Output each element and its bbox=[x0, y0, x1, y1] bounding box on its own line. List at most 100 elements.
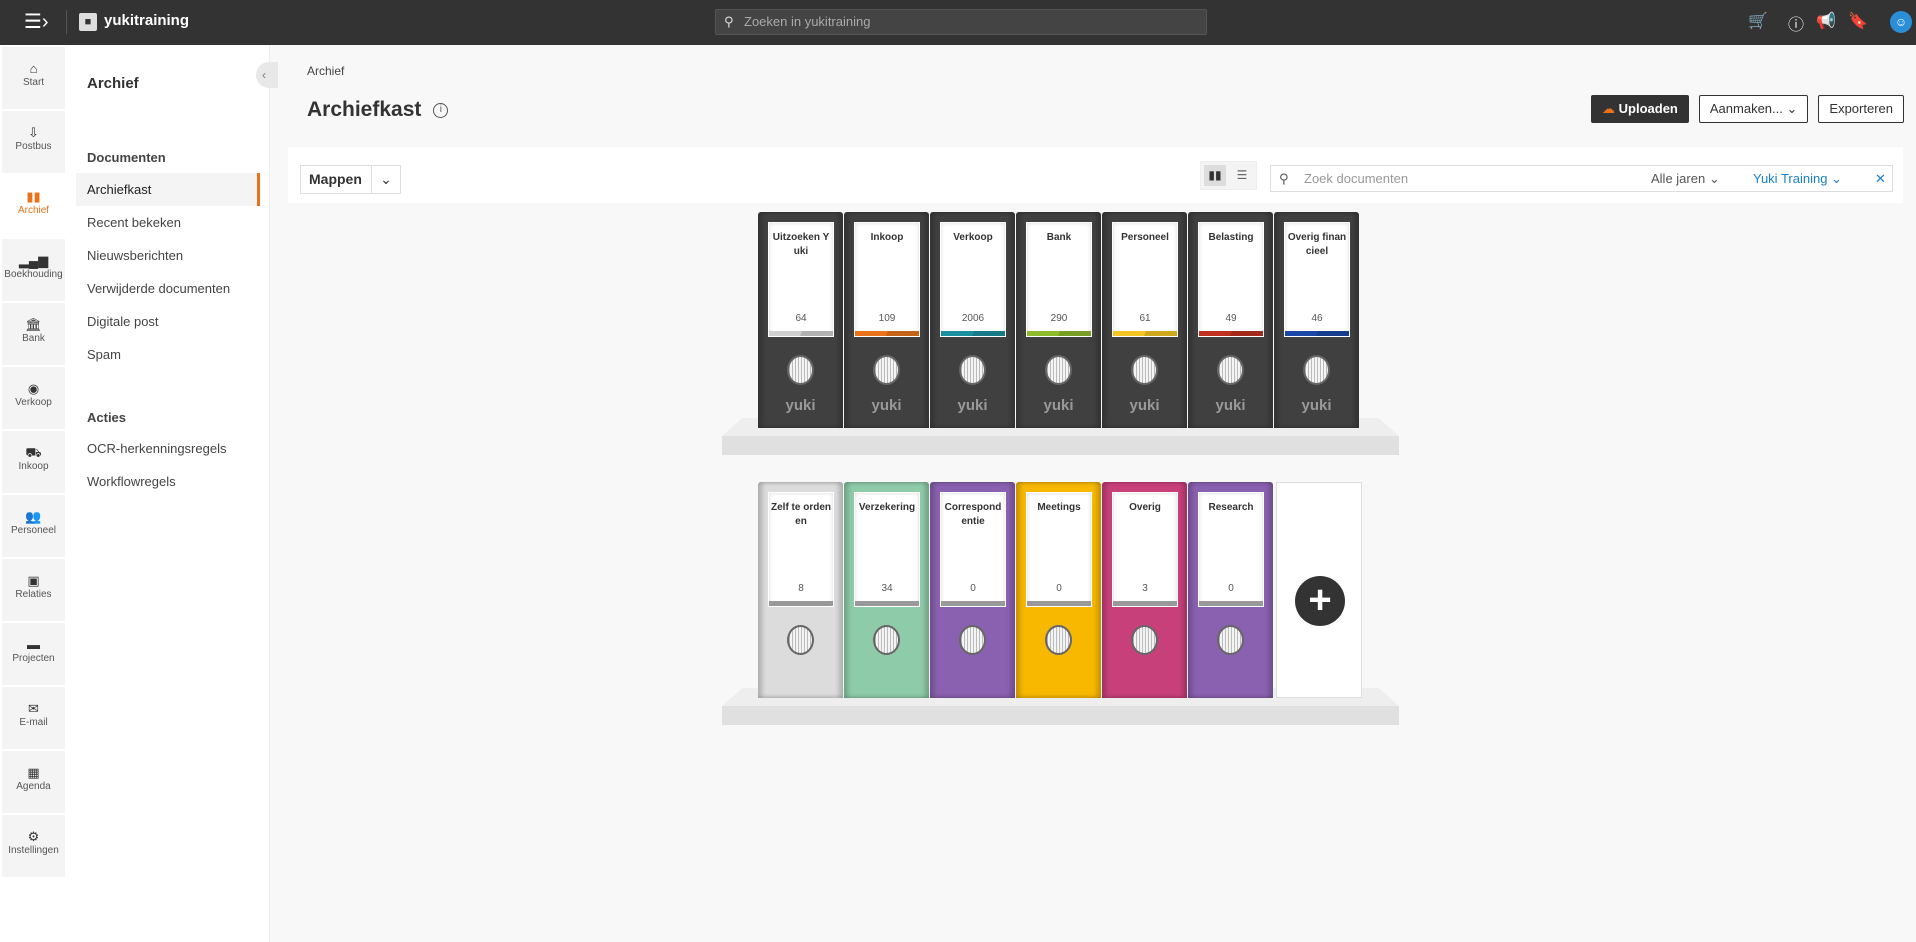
search-icon: ⚲ bbox=[724, 14, 734, 29]
nav-label: Relaties bbox=[15, 589, 52, 600]
cart-icon[interactable]: 🛒 bbox=[1748, 13, 1768, 30]
document-count: 109 bbox=[878, 313, 896, 324]
document-count: 46 bbox=[1311, 313, 1323, 324]
folder-binder[interactable]: Verzekering 34 bbox=[844, 482, 929, 698]
binder-ring-icon bbox=[1045, 355, 1072, 385]
nav-item-e-mail[interactable]: ✉ E-mail bbox=[2, 687, 65, 749]
clear-filter-icon[interactable]: ✕ bbox=[1875, 171, 1886, 186]
yuki-logo: yuki bbox=[1129, 397, 1160, 414]
binder-ring-icon bbox=[787, 625, 814, 655]
folder-binder[interactable]: Meetings 0 bbox=[1016, 482, 1101, 698]
view-select[interactable]: Mappen ⌄ bbox=[300, 165, 401, 194]
folder-binder[interactable]: Zelf te ordenen 8 bbox=[758, 482, 843, 698]
binder-label: Belasting 49 bbox=[1198, 222, 1264, 337]
folder-binder[interactable]: Uitzoeken Yuki 64 yuki bbox=[758, 212, 843, 428]
binder-label: Bank 290 bbox=[1026, 222, 1092, 337]
info-icon[interactable]: i bbox=[433, 102, 449, 118]
chevron-down-icon: ⌄ bbox=[371, 166, 400, 193]
folder-name: Research bbox=[1208, 502, 1254, 513]
document-count: 2006 bbox=[961, 313, 985, 324]
nav-item-boekhouding[interactable]: ▂▄▆ Boekhouding bbox=[2, 239, 65, 301]
color-strip bbox=[941, 601, 1005, 606]
folder-name: Verkoop bbox=[953, 232, 993, 243]
document-search-input[interactable]: ⚲ Zoek documenten Alle jaren ⌄ Yuki Trai… bbox=[1270, 165, 1893, 192]
nav-item-relaties[interactable]: ▣ Relaties bbox=[2, 559, 65, 621]
folder-name: Overig financieel bbox=[1287, 232, 1347, 257]
document-count: 64 bbox=[795, 313, 807, 324]
folder-icon: ▬ bbox=[27, 637, 40, 652]
breadcrumb[interactable]: Archief bbox=[307, 64, 345, 78]
inbox-icon: ⇩ bbox=[28, 125, 39, 140]
subnav-item[interactable]: Spam bbox=[87, 347, 121, 362]
binder-view-icon[interactable]: ▮▮ bbox=[1204, 165, 1226, 186]
folder-binder[interactable]: Research 0 bbox=[1188, 482, 1273, 698]
divider bbox=[66, 10, 67, 34]
binder-label: Personeel 61 bbox=[1112, 222, 1178, 337]
folder-binder[interactable]: Inkoop 109 yuki bbox=[844, 212, 929, 428]
nav-item-bank[interactable]: 🏛 Bank bbox=[2, 303, 65, 365]
binder-label: Correspondentie 0 bbox=[940, 492, 1006, 607]
section-documenten: Documenten bbox=[87, 150, 166, 165]
briefcase-icon: ■ bbox=[79, 13, 97, 31]
collapse-sidebar-button[interactable]: ‹ bbox=[256, 62, 278, 88]
document-count: 61 bbox=[1139, 313, 1151, 324]
binder-ring-icon bbox=[1217, 355, 1244, 385]
nav-label: Postbus bbox=[15, 141, 52, 152]
nav-label: Boekhouding bbox=[4, 269, 63, 280]
subnav-item[interactable]: Verwijderde documenten bbox=[87, 281, 231, 296]
nav-item-archief[interactable]: ▮▮ Archief bbox=[2, 175, 65, 237]
folder-binder[interactable]: Overig financieel 46 yuki bbox=[1274, 212, 1359, 428]
subnav-item[interactable]: Archiefkast bbox=[76, 173, 260, 206]
yuki-logo: yuki bbox=[1301, 397, 1332, 414]
subnav-item[interactable]: Digitale post bbox=[87, 314, 159, 329]
megaphone-icon[interactable]: 📢 bbox=[1816, 13, 1836, 30]
nav-item-start[interactable]: ⌂ Start bbox=[2, 47, 65, 109]
company-filter[interactable]: Yuki Training ⌄ bbox=[1753, 171, 1842, 186]
folder-binder[interactable]: Belasting 49 yuki bbox=[1188, 212, 1273, 428]
subnav-item[interactable]: Nieuwsberichten bbox=[87, 248, 184, 263]
org-name[interactable]: yukitraining bbox=[104, 12, 190, 29]
document-count: 0 bbox=[970, 583, 976, 594]
bookmark-icon[interactable]: 🔖 bbox=[1848, 13, 1868, 30]
nav-item-projecten[interactable]: ▬ Projecten bbox=[2, 623, 65, 685]
nav-item-postbus[interactable]: ⇩ Postbus bbox=[2, 111, 65, 173]
folder-name: Meetings bbox=[1037, 502, 1081, 513]
global-search-input[interactable]: ⚲ Zoeken in yukitraining bbox=[715, 9, 1207, 35]
create-label: Aanmaken... bbox=[1709, 101, 1783, 116]
folder-binder[interactable]: Personeel 61 yuki bbox=[1102, 212, 1187, 428]
folder-name: Correspondentie bbox=[944, 502, 1002, 527]
nav-item-inkoop[interactable]: ⛟ Inkoop bbox=[2, 431, 65, 493]
binder-ring-icon bbox=[873, 625, 900, 655]
menu-icon[interactable]: ☰› bbox=[24, 11, 49, 33]
info-icon[interactable]: ⓘ bbox=[1787, 17, 1804, 34]
nav-label: E-mail bbox=[19, 717, 48, 728]
list-view-icon[interactable]: ☰ bbox=[1236, 168, 1248, 182]
folder-binder[interactable]: Verkoop 2006 yuki bbox=[930, 212, 1015, 428]
subnav-item[interactable]: OCR-herkenningsregels bbox=[87, 441, 227, 456]
year-filter[interactable]: Alle jaren ⌄ bbox=[1651, 171, 1720, 186]
create-dropdown[interactable]: Aanmaken... ⌄ bbox=[1698, 95, 1809, 123]
nav-item-verkoop[interactable]: ◉ Verkoop bbox=[2, 367, 65, 429]
color-strip bbox=[855, 601, 919, 606]
envelope-icon: ✉ bbox=[28, 701, 39, 716]
binder-ring-icon bbox=[787, 355, 814, 385]
yuki-logo: yuki bbox=[1215, 397, 1246, 414]
add-folder-button[interactable]: + bbox=[1276, 482, 1362, 698]
upload-button[interactable]: ☁ Uploaden bbox=[1591, 95, 1689, 123]
nav-label: Personeel bbox=[10, 525, 57, 536]
nav-item-instellingen[interactable]: ⚙ Instellingen bbox=[2, 815, 65, 877]
binder-label: Overig 3 bbox=[1112, 492, 1178, 607]
folder-binder[interactable]: Correspondentie 0 bbox=[930, 482, 1015, 698]
nav-item-agenda[interactable]: ▦ Agenda bbox=[2, 751, 65, 813]
folder-binder[interactable]: Overig 3 bbox=[1102, 482, 1187, 698]
user-avatar-icon[interactable]: ☺ bbox=[1890, 11, 1912, 33]
nav-label: Verkoop bbox=[15, 397, 52, 408]
subnav-item[interactable]: Recent bekeken bbox=[87, 215, 181, 230]
binder-ring-icon bbox=[1217, 625, 1244, 655]
subnav-item[interactable]: Workflowregels bbox=[87, 474, 176, 489]
nav-item-personeel[interactable]: 👥 Personeel bbox=[2, 495, 65, 557]
folder-name: Overig bbox=[1129, 502, 1161, 513]
folder-binder[interactable]: Bank 290 yuki bbox=[1016, 212, 1101, 428]
export-button[interactable]: Exporteren bbox=[1818, 95, 1904, 123]
folder-name: Verzekering bbox=[858, 502, 916, 513]
